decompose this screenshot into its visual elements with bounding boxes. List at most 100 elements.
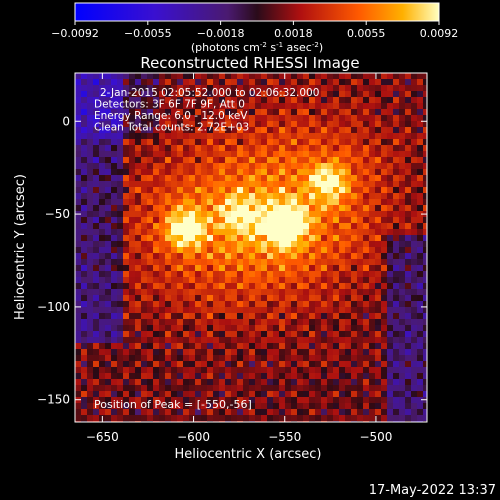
heatmap-cell [141, 289, 148, 296]
heatmap-cell [123, 259, 130, 266]
heatmap-cell [123, 91, 130, 98]
heatmap-cell [225, 109, 232, 116]
heatmap-cell [207, 139, 214, 146]
heatmap-cell [81, 169, 88, 176]
heatmap-cell [351, 397, 358, 404]
heatmap-cell [195, 229, 202, 236]
heatmap-cell [159, 313, 166, 320]
heatmap-cell [123, 265, 130, 272]
heatmap-cell [99, 169, 106, 176]
heatmap-cell [375, 73, 382, 80]
heatmap-cell [183, 289, 190, 296]
heatmap-cell [177, 199, 184, 206]
heatmap-cell [141, 241, 148, 248]
heatmap-cell [387, 355, 394, 362]
heatmap-cell [417, 169, 424, 176]
heatmap-cell [87, 355, 94, 362]
heatmap-cell [243, 241, 250, 248]
heatmap-cell [189, 283, 196, 290]
heatmap-cell [141, 133, 148, 140]
heatmap-cell [81, 367, 88, 374]
heatmap-cell [225, 133, 232, 140]
heatmap-cell [111, 163, 118, 170]
heatmap-cell [225, 343, 232, 350]
heatmap-cell [261, 313, 268, 320]
heatmap-cell [99, 133, 106, 140]
heatmap-cell [255, 85, 262, 92]
heatmap-cell [225, 223, 232, 230]
heatmap-cell [303, 415, 310, 422]
heatmap-cell [405, 259, 412, 266]
heatmap-cell [273, 229, 280, 236]
heatmap-cell [159, 307, 166, 314]
heatmap-cell [423, 73, 427, 80]
heatmap-cell [117, 229, 124, 236]
heatmap-cell [285, 373, 292, 380]
heatmap-cell [99, 127, 106, 134]
heatmap-cell [177, 73, 184, 80]
heatmap-cell [405, 241, 412, 248]
heatmap-cell [231, 355, 238, 362]
heatmap-cell [135, 367, 142, 374]
heatmap-cell [207, 349, 214, 356]
heatmap-cell [351, 259, 358, 266]
heatmap-cell [333, 133, 340, 140]
heatmap-cell [135, 403, 142, 410]
heatmap-cell [267, 175, 274, 182]
heatmap-cell [225, 295, 232, 302]
heatmap-cell [321, 361, 328, 368]
heatmap-cell [423, 199, 427, 206]
heatmap-cell [267, 79, 274, 86]
heatmap-cell [375, 181, 382, 188]
heatmap-cell [393, 199, 400, 206]
heatmap-cell [237, 391, 244, 398]
heatmap-cell [183, 367, 190, 374]
heatmap-cell [123, 277, 130, 284]
heatmap-cell [213, 73, 220, 80]
heatmap-cell [165, 289, 172, 296]
heatmap-cell [249, 235, 256, 242]
heatmap-cell [411, 169, 418, 176]
heatmap-cell [291, 79, 298, 86]
heatmap-cell [105, 409, 112, 416]
heatmap-cell [183, 169, 190, 176]
heatmap-cell [189, 211, 196, 218]
heatmap-cell [201, 283, 208, 290]
heatmap-cell [171, 307, 178, 314]
heatmap-cell [381, 163, 388, 170]
heatmap-cell [285, 157, 292, 164]
heatmap-cell [117, 181, 124, 188]
heatmap-cell [249, 361, 256, 368]
heatmap-cell [177, 133, 184, 140]
heatmap-cell [195, 319, 202, 326]
heatmap-cell [243, 163, 250, 170]
heatmap-cell [321, 229, 328, 236]
heatmap-cell [99, 157, 106, 164]
heatmap-cell [123, 361, 130, 368]
heatmap-cell [369, 223, 376, 230]
heatmap-cell [423, 169, 427, 176]
heatmap-cell [183, 391, 190, 398]
heatmap-cell [87, 325, 94, 332]
heatmap-cell [291, 361, 298, 368]
heatmap-cell [267, 409, 274, 416]
heatmap-cell [93, 313, 100, 320]
heatmap-cell [141, 145, 148, 152]
heatmap-cell [75, 319, 82, 326]
heatmap-cell [147, 85, 154, 92]
heatmap-cell [327, 391, 334, 398]
heatmap-cell [339, 85, 346, 92]
heatmap-cell [279, 133, 286, 140]
heatmap-cell [135, 271, 142, 278]
heatmap-cell [399, 133, 406, 140]
heatmap-cell [417, 355, 424, 362]
heatmap-cell [297, 169, 304, 176]
heatmap-cell [411, 337, 418, 344]
heatmap-cell [117, 193, 124, 200]
heatmap-cell [303, 277, 310, 284]
heatmap-cell [117, 169, 124, 176]
heatmap-cell [255, 91, 262, 98]
heatmap-cell [261, 307, 268, 314]
heatmap-cell [303, 283, 310, 290]
heatmap-cell [87, 241, 94, 248]
